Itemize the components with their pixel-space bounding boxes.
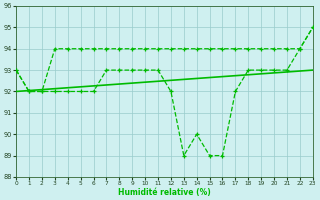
X-axis label: Humidité relative (%): Humidité relative (%) [118,188,211,197]
